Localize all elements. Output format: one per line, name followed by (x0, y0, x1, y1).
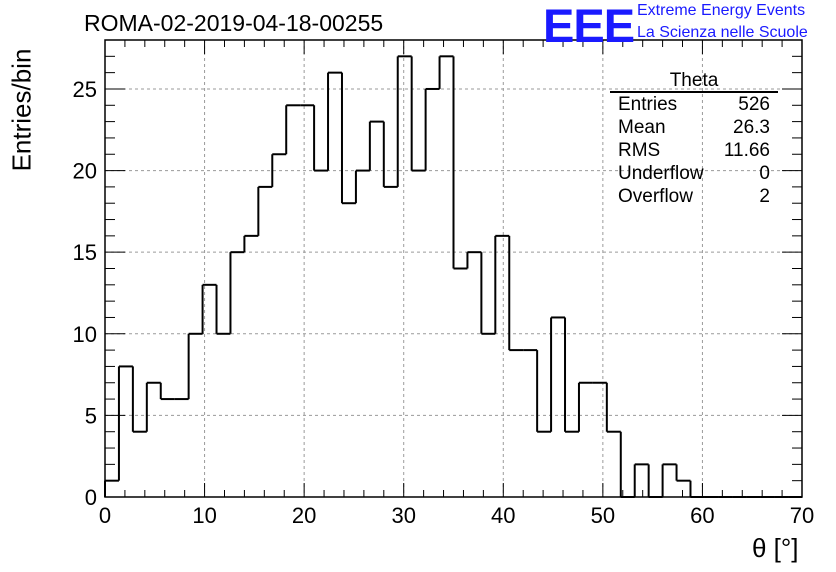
y-tick-label: 5 (85, 403, 97, 428)
logo-line-1: Extreme Energy Events (637, 2, 806, 19)
stats-row-underflow: Underflow 0 (610, 162, 778, 185)
stats-box: Theta Entries 526 Mean 26.3 RMS 11.66 Un… (610, 70, 778, 208)
y-tick-label: 15 (73, 240, 97, 265)
eee-logo: EEE (543, 0, 635, 52)
stats-label: Overflow (618, 186, 693, 207)
stats-value: 526 (738, 94, 770, 115)
chart-title: ROMA-02-2019-04-18-00255 (84, 10, 384, 36)
stats-value: 11.66 (723, 140, 770, 161)
x-tick-label: 70 (790, 503, 814, 528)
axis-ticks (104, 39, 803, 498)
x-tick-label: 50 (591, 503, 615, 528)
x-tick-label: 0 (99, 503, 111, 528)
logo-line-2: La Scienza nelle Scuole (637, 24, 808, 41)
stats-label: Entries (618, 94, 678, 115)
y-tick-label: 20 (73, 159, 97, 184)
stats-value: 26.3 (733, 117, 770, 138)
x-tick-label: 60 (690, 503, 714, 528)
stats-title: Theta (610, 70, 778, 93)
stats-row-mean: Mean 26.3 (610, 116, 778, 139)
stats-label: Mean (618, 117, 666, 138)
x-tick-label: 30 (391, 503, 415, 528)
stats-row-rms: RMS 11.66 (610, 139, 778, 162)
x-axis-label: θ [°] (752, 533, 799, 563)
x-tick-label: 40 (491, 503, 515, 528)
stats-value: 0 (759, 163, 770, 184)
stats-label: Underflow (618, 163, 704, 184)
stats-row-overflow: Overflow 2 (610, 185, 778, 208)
y-tick-label: 0 (85, 485, 97, 510)
y-tick-label: 10 (73, 322, 97, 347)
stats-label: RMS (618, 140, 661, 161)
x-tick-label: 20 (292, 503, 316, 528)
y-tick-label: 25 (73, 77, 97, 102)
stats-value: 2 (759, 186, 770, 207)
y-axis-label: Entries/bin (6, 48, 37, 172)
stats-row-entries: Entries 526 (610, 93, 778, 116)
x-tick-label: 10 (192, 503, 216, 528)
